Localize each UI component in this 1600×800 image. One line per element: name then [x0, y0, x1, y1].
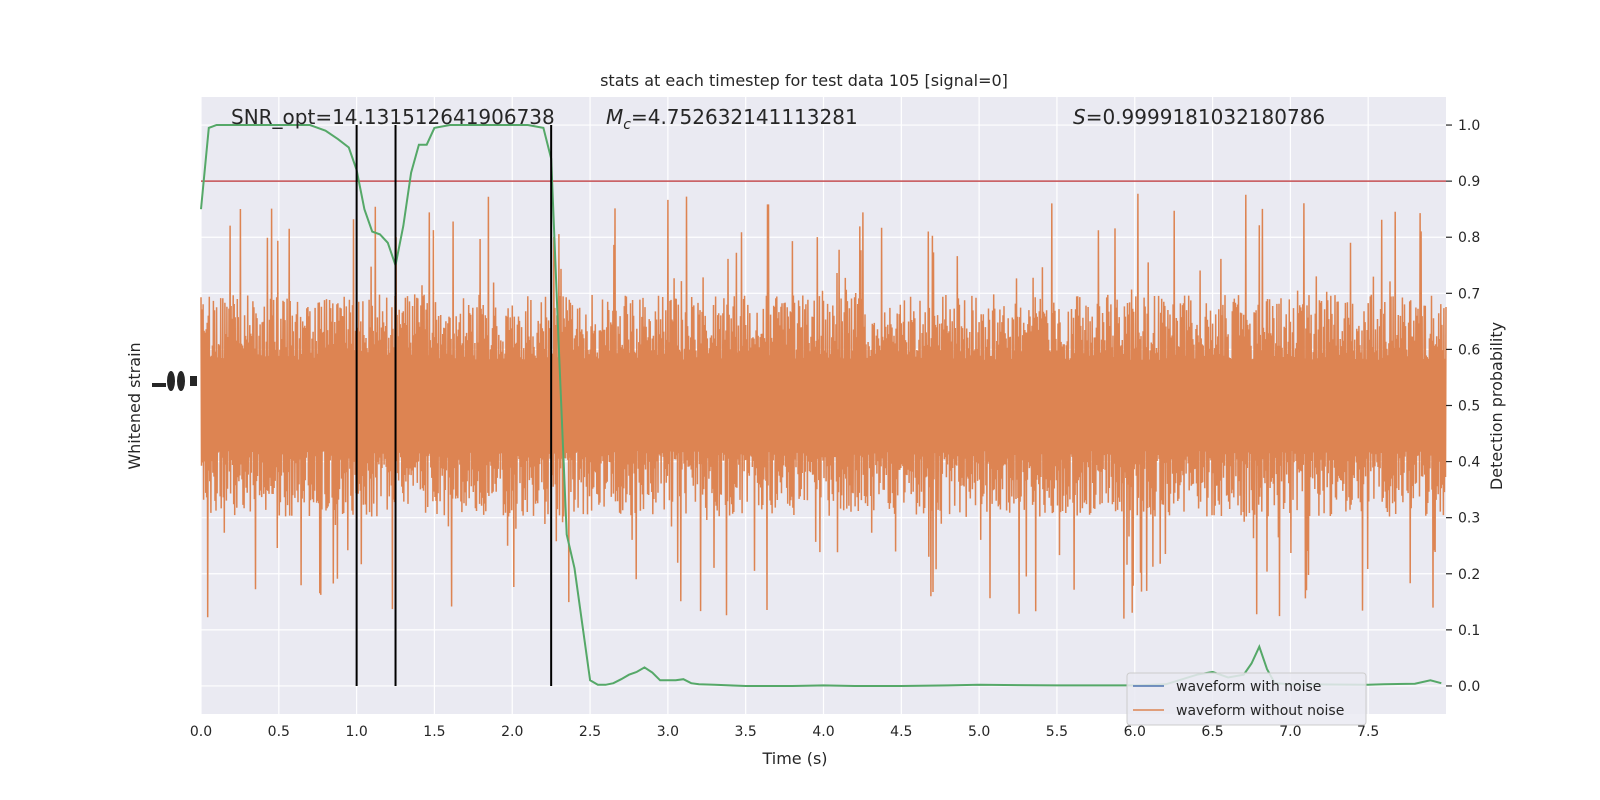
x-tick-label: 6.5 — [1201, 724, 1223, 740]
x-tick-label: 4.5 — [890, 724, 912, 740]
noise-waveform-path — [200, 193, 1447, 619]
x-tick-label: 6.0 — [1124, 724, 1146, 740]
x-tick-label: 1.5 — [423, 724, 445, 740]
x-tick-label: 1.0 — [345, 724, 367, 740]
score-annotation: S=0.9999181032180786 — [1073, 105, 1325, 129]
y-tick-label: 0.9 — [1458, 174, 1480, 190]
chart-title: stats at each timestep for test data 105… — [600, 71, 1008, 90]
x-tick-label: 3.0 — [657, 724, 679, 740]
y-tick-label: 0.3 — [1458, 511, 1480, 527]
waveform-without-noise-series — [200, 193, 1447, 619]
left-axis-glyph — [152, 371, 197, 391]
y-tick-label: 0.0 — [1458, 679, 1480, 695]
x-tick-label: 2.5 — [579, 724, 601, 740]
x-tick-label: 0.5 — [268, 724, 290, 740]
x-tick-label: 7.5 — [1357, 724, 1379, 740]
legend: waveform with noise waveform without noi… — [1126, 672, 1367, 726]
x-tick-label: 7.0 — [1279, 724, 1301, 740]
legend-label-with-noise: waveform with noise — [1176, 679, 1321, 695]
x-tick-label: 3.5 — [735, 724, 757, 740]
chirp-mass-annotation: Mc=4.752632141113281 — [606, 105, 858, 133]
x-tick-label: 4.0 — [812, 724, 834, 740]
y-right-axis-ticks: 0.0 0.1 0.2 0.3 0.4 0.5 0.6 0.7 0.8 0.9 1.0 — [1446, 118, 1480, 695]
y-tick-label: 0.1 — [1458, 623, 1480, 639]
x-tick-label: 5.5 — [1046, 724, 1068, 740]
x-tick-label: 5.0 — [968, 724, 990, 740]
y-tick-label: 0.7 — [1458, 286, 1480, 302]
legend-box — [1126, 672, 1367, 726]
right-axis-label: Detection probability — [1487, 322, 1506, 490]
y-tick-label: 1.0 — [1458, 118, 1480, 134]
y-tick-label: 0.4 — [1458, 455, 1480, 471]
snr-annotation: SNR_opt=14.131512641906738 — [231, 105, 555, 129]
x-axis-ticks: 0.0 0.5 1.0 1.5 2.0 2.5 3.0 3.5 4.0 4.5 5.0 5.5 6.0 6… — [190, 724, 1379, 740]
legend-label-without-noise: waveform without noise — [1176, 703, 1344, 719]
x-tick-label: 2.0 — [501, 724, 523, 740]
left-axis-label: Whitened strain — [125, 342, 144, 469]
x-tick-label: 0.0 — [190, 724, 212, 740]
x-axis-label: Time (s) — [761, 749, 827, 768]
event-markers — [355, 125, 553, 686]
y-tick-label: 0.2 — [1458, 567, 1480, 583]
y-tick-label: 0.5 — [1458, 399, 1480, 415]
y-tick-label: 0.8 — [1458, 230, 1480, 246]
y-tick-label: 0.6 — [1458, 342, 1480, 358]
